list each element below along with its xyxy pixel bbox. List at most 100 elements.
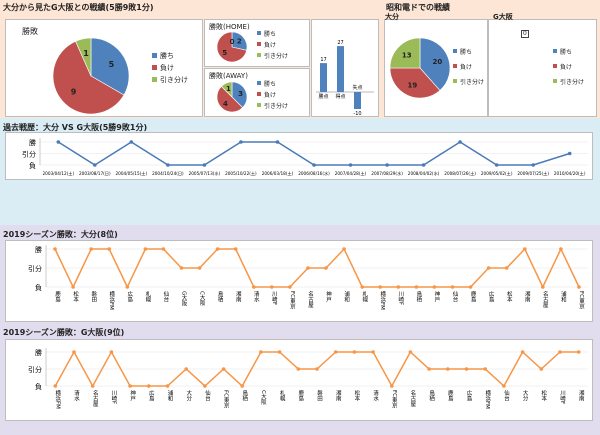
y-tick-label: 勝 <box>35 245 42 254</box>
bar-value-label: 27 <box>337 40 343 46</box>
x-tick-label: 2006/03/18(土) <box>262 170 294 176</box>
y-tick-label: 引分 <box>28 365 42 374</box>
x-tick-label: 仙台 <box>204 389 211 403</box>
x-tick-label: FC東京 <box>223 390 230 409</box>
x-tick-label: 清水 <box>73 389 80 402</box>
season-oita-panel: 勝引分負鹿島 松本 磐田 横浜FM 広島 札幌 仙台 G大阪 C大阪 鳥栖 湘南 清水 川崎F FC東京名… <box>5 240 593 322</box>
showa-gosaka-panel: G大阪 0 勝ち 負け 引き分け <box>488 13 597 117</box>
bar-category-label: 得点 <box>335 93 345 100</box>
x-tick-label: 松本 <box>353 389 360 403</box>
result-point <box>483 367 488 371</box>
x-tick-label: 松本 <box>540 389 547 403</box>
pie-slice-draw <box>389 37 421 69</box>
x-tick-label: 2003/08/17(日) <box>79 171 111 177</box>
x-tick-label: 大分 <box>522 389 529 403</box>
x-tick-label: 松本 <box>72 290 79 304</box>
pie-value-label-draw: 0 <box>230 38 235 46</box>
result-point <box>539 367 544 371</box>
result-point <box>385 163 389 167</box>
x-tick-label: 湘南 <box>335 389 342 402</box>
result-point <box>421 163 426 167</box>
x-tick-label: 鳥栖 <box>241 389 248 403</box>
result-point <box>143 247 148 251</box>
pie-value-label-lose: 4 <box>223 100 228 108</box>
season-oita-title: 2019シーズン勝敗：大分(8位) <box>3 230 118 239</box>
legend-lose-label: 負け <box>160 64 174 72</box>
x-tick-label: G大阪 <box>181 291 188 308</box>
legend-draw-label: 引き分け <box>264 53 289 60</box>
x-tick-label: 札幌 <box>144 290 151 304</box>
x-tick-label: 仙台 <box>503 389 510 403</box>
x-tick-label: 松本 <box>506 290 513 304</box>
x-tick-label: 2005/07/13(水) <box>189 170 221 176</box>
season-gosaka-line-chart: 勝引分負横浜FM 清水 名古屋 川崎F 神戸 広島 浦和 大分 仙台 FC東京 鳥栖 C大阪 札幌 鹿島磐… <box>28 348 588 409</box>
legend-draw-swatch <box>152 77 157 82</box>
overall-pie-panel: 勝敗 5 9 1 勝ち 負け 引き分け <box>5 19 203 117</box>
bar-0 <box>320 63 327 92</box>
result-point <box>197 266 202 270</box>
result-point <box>523 247 527 251</box>
pie-slice-lose <box>389 67 441 99</box>
x-tick-label: FC東京 <box>391 390 398 409</box>
result-point <box>184 367 188 371</box>
pie-value-label-draw: 1 <box>226 85 231 93</box>
showa-title: 昭和電ドでの戦績 <box>386 3 450 12</box>
bar-value-label: -10 <box>353 111 361 116</box>
x-tick-label: 2007/04/28(土) <box>335 170 367 176</box>
away-pie-panel: 勝敗(AWAY) 3 4 1 勝ち 負け 引き分け <box>204 68 310 117</box>
result-point <box>71 285 75 289</box>
y-tick-label: 勝 <box>35 348 42 357</box>
result-point <box>221 367 226 371</box>
result-point <box>446 367 450 371</box>
result-point <box>179 266 184 270</box>
pie-value-label-lose: 19 <box>408 81 418 89</box>
result-point <box>239 140 243 144</box>
x-tick-label: 名古屋 <box>92 389 99 408</box>
legend-draw-swatch <box>553 79 557 83</box>
result-point <box>567 151 572 156</box>
result-point <box>486 266 491 270</box>
x-tick-label: 川崎F <box>559 390 566 404</box>
result-point <box>576 350 581 354</box>
overall-pie-chart: 5 9 1 <box>52 37 130 115</box>
x-tick-label: 大分 <box>185 389 192 403</box>
y-tick-label: 勝 <box>29 138 36 147</box>
legend-draw-label: 引き分け <box>460 79 485 86</box>
legend-draw-label: 引き分け <box>264 103 289 110</box>
x-tick-label: 広島 <box>148 389 155 403</box>
result-point <box>333 350 338 354</box>
result-point <box>342 247 346 251</box>
pie-value-label-win: 5 <box>109 60 115 69</box>
x-tick-label: 神戸 <box>433 290 440 304</box>
x-tick-label: 名古屋 <box>542 290 549 309</box>
x-tick-label: 2008/07/26(土) <box>444 170 476 176</box>
result-point <box>458 140 462 144</box>
result-point <box>275 140 280 144</box>
points-bar-panel: 17 勝点 27 得点 -10 失点 <box>311 19 379 117</box>
away-pie-chart: 3 4 1 <box>216 81 248 113</box>
result-point <box>324 266 328 270</box>
result-point <box>352 350 357 354</box>
result-point <box>559 247 563 251</box>
x-tick-label: 鹿島 <box>54 290 61 304</box>
x-tick-label: 名古屋 <box>409 389 416 408</box>
result-point <box>427 367 431 371</box>
x-tick-label: 横浜FM <box>484 389 491 409</box>
result-point <box>53 384 58 388</box>
pie-value-label-draw: 13 <box>402 51 412 59</box>
bar-category-label: 勝点 <box>318 93 328 100</box>
result-point <box>233 247 238 251</box>
x-tick-label: 鹿島 <box>447 389 454 403</box>
showa-pie-chart: 20 19 13 <box>389 37 451 99</box>
result-point <box>464 367 469 371</box>
result-point <box>520 350 525 354</box>
result-point <box>161 247 166 251</box>
home-pie-chart: 2 50 <box>216 31 248 63</box>
legend-win-swatch <box>257 81 261 85</box>
pie-value-label-lose: 9 <box>71 88 77 97</box>
legend-win-swatch <box>453 49 457 53</box>
result-point <box>288 285 292 289</box>
pie-slice-win <box>231 31 248 51</box>
legend-lose-swatch <box>453 64 457 68</box>
legend-win-label: 勝ち <box>560 49 573 56</box>
